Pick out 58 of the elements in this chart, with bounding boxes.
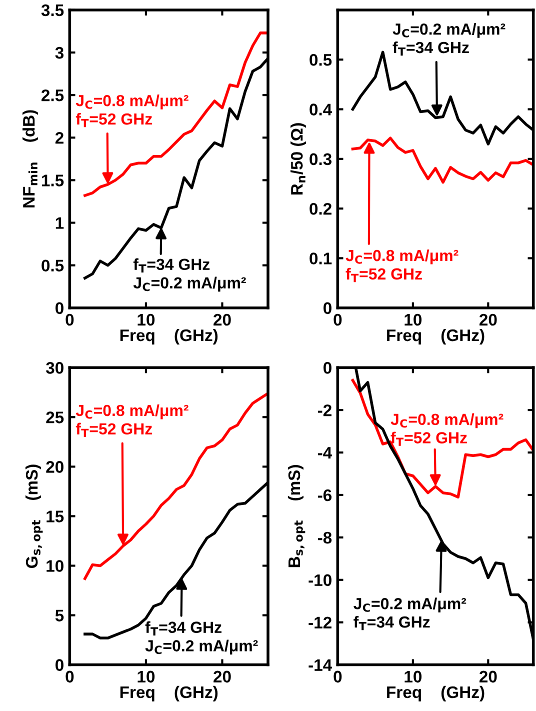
x-tick-label: 10: [404, 670, 422, 683]
text: B$_{s,opt}$ (mS): [288, 465, 306, 568]
annotation: J$_{C}$=0.8 mA/μm² f$_{T}$=52 GHz: [346, 249, 458, 282]
y-tick-label: -8: [318, 532, 332, 544]
x-tick-label: 10: [138, 670, 155, 683]
y-tick-label: -4: [318, 447, 332, 459]
annotation: J$_{C}$=0.2 mA/μm² f$_{T}$=34 GHz: [354, 598, 466, 630]
x-tick-label: 20: [214, 314, 231, 326]
y-tick-label: 5: [55, 610, 64, 622]
x-tick-label: 0: [334, 670, 342, 683]
x-tick-label: 20: [479, 670, 497, 683]
y-tick-label: 0: [324, 302, 332, 314]
y-tick-label: 3: [55, 46, 64, 59]
y-tick-label: 25: [46, 412, 64, 424]
y-tick-label: 0: [56, 659, 64, 671]
y-tick-label: 0.2: [310, 202, 332, 215]
y-tick-label: -2: [318, 404, 332, 416]
x-axis-title: Freq (GHz): [120, 328, 218, 344]
y-tick-label: 1.5: [42, 174, 64, 186]
line-series: [351, 136, 534, 184]
y-tick-label: 3.5: [41, 4, 64, 16]
x-tick-label: 0: [66, 670, 74, 683]
y-axis-title: R$_{n}$/50 (Ω): [290, 123, 306, 194]
text: G$_{s,opt}$ (mS): [25, 464, 43, 568]
y-tick-label: 0.3: [310, 153, 332, 166]
y-tick-label: 30: [46, 362, 64, 374]
y-tick-label: 1: [56, 217, 64, 229]
annotation: J$_{C}$=0.8 mA/μm² f$_{T}$=52 GHz: [76, 94, 188, 128]
y-tick-label: 0: [56, 302, 64, 314]
y-tick-label: 10: [46, 560, 64, 572]
annotation: f$_{T}$=34 GHz J$_{C}$=0.2 mA/μm²: [145, 621, 258, 655]
y-tick-label: 2: [55, 132, 64, 144]
x-tick-label: 10: [138, 314, 155, 326]
annotation: f$_{T}$=34 GHz J$_{C}$=0.2 mA/μm²: [133, 258, 246, 292]
y-tick-label: 0.5: [42, 260, 64, 272]
y-tick-label: 2.5: [42, 89, 64, 102]
y-tick-label: -6: [318, 489, 332, 502]
x-tick-label: 0: [334, 314, 342, 326]
x-tick-label: 0: [66, 314, 74, 326]
text: NF$_{min}$ (dB): [22, 110, 38, 208]
annotation: J$_{C}$=0.8 mA/μm² f$_{T}$=52 GHz: [390, 413, 504, 446]
y-tick-label: -14: [308, 659, 332, 671]
annotation: J$_{C}$=0.2 mA/μm² f$_{T}$=34 GHz: [392, 23, 506, 56]
y-tick-label: 0.5: [310, 54, 332, 66]
annotation: J$_{C}$=0.8 mA/μm² f$_{T}$=52 GHz: [76, 404, 188, 437]
x-tick-label: 20: [214, 670, 231, 683]
y-tick-label: 15: [46, 510, 64, 522]
x-tick-label: 20: [479, 314, 497, 326]
y-tick-label: 0.4: [310, 104, 332, 116]
x-axis-title: Freq (GHz): [120, 686, 218, 702]
y-tick-label: 20: [46, 461, 64, 473]
x-axis-title: Freq (GHz): [387, 328, 484, 344]
x-tick-label: 10: [404, 314, 422, 326]
y-tick-label: 0: [324, 362, 332, 374]
x-axis-title: Freq (GHz): [387, 686, 484, 702]
y-tick-label: -10: [308, 574, 332, 586]
y-tick-label: 0.1: [310, 252, 332, 264]
y-tick-label: -12: [308, 616, 332, 628]
